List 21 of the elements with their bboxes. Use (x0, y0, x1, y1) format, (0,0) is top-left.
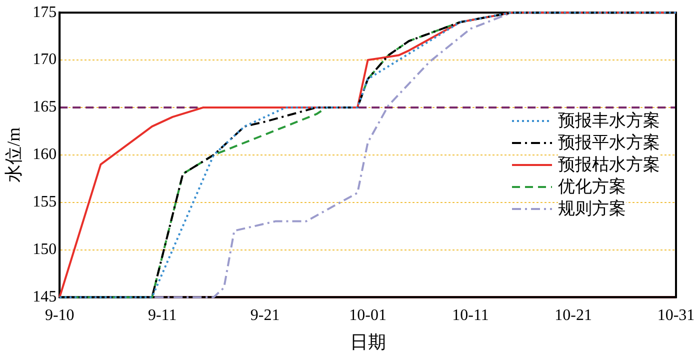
y-tick-label: 160 (32, 146, 57, 164)
y-tick-label: 150 (32, 240, 57, 258)
legend-label: 预报平水方案 (558, 132, 660, 154)
x-tick-label: 9-10 (44, 307, 74, 324)
x-tick-label: 10-21 (554, 307, 592, 324)
legend-label: 预报枯水方案 (558, 154, 660, 176)
x-axis-title: 日期 (350, 332, 386, 352)
y-tick-label: 145 (32, 288, 57, 306)
x-tick-label: 10-31 (657, 307, 695, 324)
x-tick-label: 9-21 (250, 307, 280, 324)
y-tick-label: 170 (32, 51, 57, 68)
x-tick-label: 10-11 (452, 307, 489, 324)
y-tick-label: 175 (32, 4, 57, 21)
x-tick-label: 9-11 (148, 307, 177, 324)
y-tick-label: 155 (32, 194, 57, 211)
y-tick-label: 165 (32, 98, 57, 116)
legend-label: 预报丰水方案 (558, 110, 660, 132)
legend-label: 规则方案 (558, 198, 626, 220)
y-axis-title: 水位/m (4, 127, 24, 182)
x-tick-label: 10-01 (349, 307, 386, 324)
legend-label: 优化方案 (558, 176, 626, 198)
